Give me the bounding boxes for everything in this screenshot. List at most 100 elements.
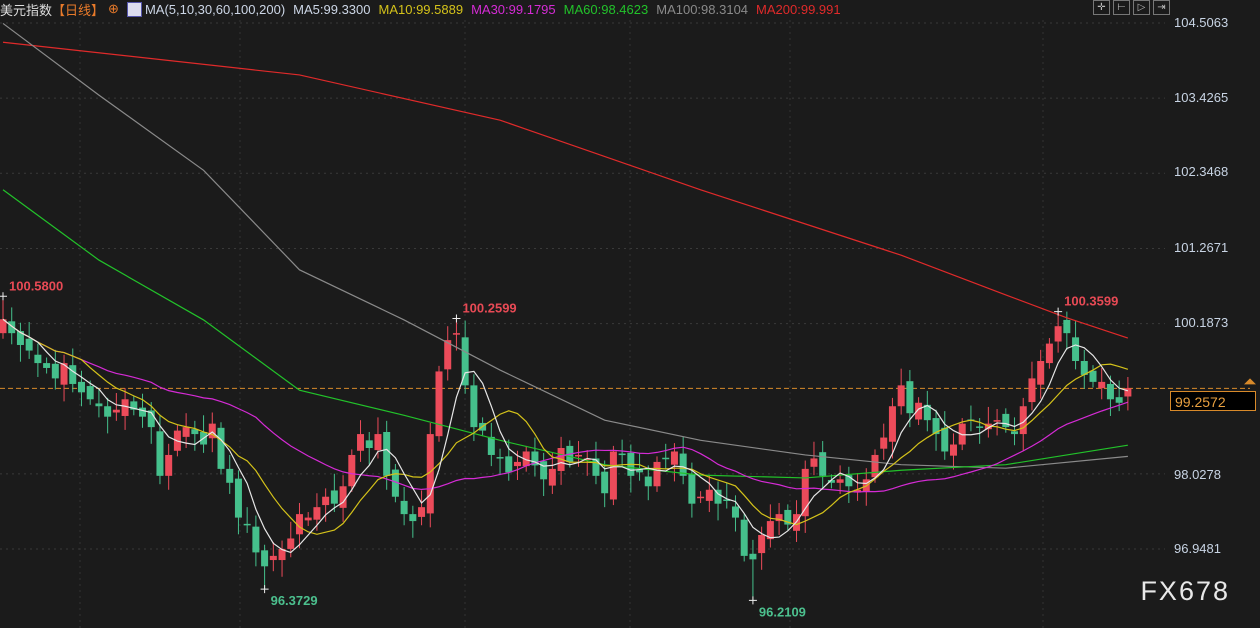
- candle-body: [949, 444, 957, 456]
- candle-body: [348, 454, 356, 487]
- candle-body: [330, 490, 338, 504]
- y-tick: 96.9481: [1174, 541, 1221, 556]
- candle-body: [845, 475, 853, 487]
- candle-body: [714, 489, 722, 504]
- candle-body: [801, 468, 809, 517]
- candle-body: [697, 496, 705, 499]
- candle-body: [51, 363, 59, 379]
- candle-body: [932, 418, 940, 435]
- candle-body: [906, 381, 914, 414]
- candle-body: [871, 454, 879, 478]
- candle-body: [505, 456, 513, 473]
- candle-body: [749, 553, 757, 560]
- y-tick: 101.2671: [1174, 240, 1229, 255]
- extreme-marker-icon: [0, 292, 7, 301]
- candle-body: [958, 423, 966, 445]
- candle-body: [670, 451, 678, 465]
- add-indicator-icon[interactable]: ⊕: [108, 1, 119, 16]
- ma100-value: MA100:98.3104: [656, 1, 749, 17]
- candle-body: [243, 523, 251, 526]
- candle-body: [86, 386, 94, 400]
- candle-body: [513, 461, 521, 467]
- candle-body: [679, 453, 687, 476]
- candle-body: [941, 427, 949, 452]
- ma10-line: [2, 318, 1129, 535]
- candle-body: [1002, 413, 1010, 428]
- candle-body: [976, 426, 984, 428]
- ma30-line: [2, 318, 1129, 493]
- candle-body: [400, 500, 408, 515]
- low-price-label: 96.2109: [759, 604, 806, 619]
- candle-body: [34, 354, 42, 364]
- candle-body: [1115, 397, 1123, 403]
- candle-body: [191, 429, 199, 435]
- candle-body: [897, 385, 905, 407]
- candle-body: [993, 420, 1001, 422]
- crosshair-icon[interactable]: ✛: [1093, 0, 1110, 15]
- candle-body: [339, 486, 347, 508]
- candle-body: [923, 404, 931, 421]
- ma-chart-icon[interactable]: [126, 1, 142, 17]
- y-tick: 98.0278: [1174, 467, 1221, 482]
- ma10-value: MA10:99.5889: [378, 1, 464, 17]
- candle-body: [810, 458, 818, 467]
- candle-body: [226, 468, 234, 483]
- candle-body: [43, 363, 51, 368]
- high-price-label: 100.3599: [1064, 294, 1118, 309]
- current-price-marker-icon: [1244, 378, 1256, 385]
- candle-body: [130, 401, 138, 410]
- candle-body: [365, 440, 373, 448]
- current-price-label: 99.2572: [1170, 391, 1256, 411]
- candle-body: [156, 431, 164, 476]
- candle-body: [688, 473, 696, 504]
- period-label[interactable]: 【日线】: [52, 2, 105, 18]
- extreme-marker-icon: [452, 314, 461, 323]
- extreme-marker-icon: [1054, 307, 1063, 316]
- extreme-marker-icon: [748, 596, 757, 605]
- candle-body: [775, 514, 783, 522]
- candle-body: [766, 521, 774, 540]
- candle-body: [618, 453, 626, 456]
- candle-body: [452, 333, 460, 335]
- candle-body: [662, 457, 670, 460]
- candle-body: [234, 478, 242, 518]
- candle-body: [69, 365, 77, 384]
- candle-body: [322, 496, 330, 506]
- candle-body: [104, 406, 112, 417]
- candle-body: [880, 437, 888, 449]
- ma30-value: MA30:99.1795: [471, 1, 556, 17]
- candle-body: [575, 454, 583, 457]
- y-tick: 102.3468: [1174, 164, 1229, 179]
- candle-body: [1045, 343, 1053, 364]
- candle-body: [1028, 378, 1036, 403]
- high-price-label: 100.5800: [9, 278, 63, 293]
- candle-body: [1019, 406, 1027, 435]
- candle-body: [1080, 360, 1088, 375]
- candle-body: [1011, 431, 1019, 435]
- extreme-marker-icon: [260, 585, 269, 594]
- candle-body: [278, 548, 286, 561]
- exit-icon[interactable]: ⇥: [1153, 0, 1170, 15]
- zoom-out-icon[interactable]: ▷: [1133, 0, 1150, 15]
- candle-body: [461, 337, 469, 386]
- zoom-in-icon[interactable]: ⊢: [1113, 0, 1130, 15]
- candle-body: [25, 338, 33, 351]
- candle-body: [636, 469, 644, 473]
- candle-body: [1089, 370, 1097, 382]
- chart-header: 美元指数 【日线】 ⊕ MA(5,10,30,60,100,200) MA5:9…: [0, 0, 849, 18]
- candle-body: [95, 403, 103, 407]
- candle-body: [435, 371, 443, 437]
- candle-body: [531, 451, 539, 466]
- ma5-line: [2, 318, 1129, 554]
- candle-body: [522, 451, 530, 467]
- candle-body: [208, 423, 216, 439]
- candle-body: [601, 471, 609, 494]
- candle-body: [548, 468, 556, 486]
- y-tick: 100.1873: [1174, 315, 1229, 330]
- y-tick: 103.4265: [1174, 90, 1229, 105]
- candle-body: [1124, 388, 1132, 397]
- candle-body: [409, 514, 417, 522]
- candle-body: [1037, 360, 1045, 385]
- candle-body: [915, 402, 923, 420]
